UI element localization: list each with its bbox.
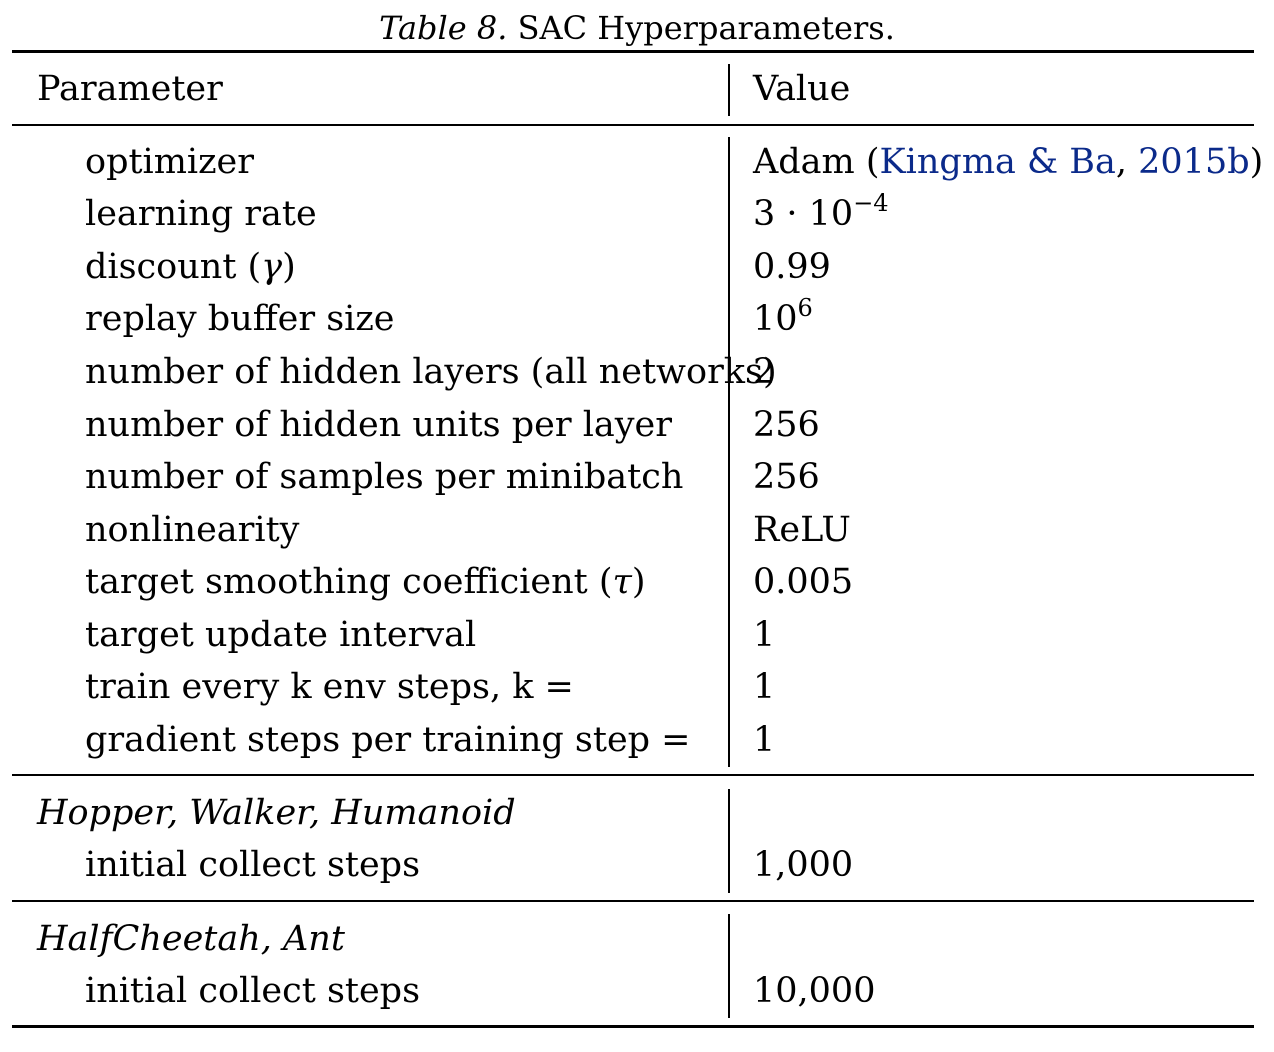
caption-text: SAC Hyperparameters. [517, 9, 895, 47]
param-train-every-k: train every k env steps, k = [85, 667, 574, 707]
table-caption: Table 8. SAC Hyperparameters. [0, 8, 1274, 48]
value-initial-collect-steps-group1: 1,000 [753, 845, 854, 885]
section-rule-2 [12, 900, 1254, 902]
group-title-halfcheetah-ant: HalfCheetah, Ant [37, 919, 345, 959]
group1-column-divider [728, 789, 730, 893]
value-hidden-layers: 2 [753, 352, 776, 392]
param-learning-rate: learning rate [85, 194, 317, 234]
param-hidden-units: number of hidden units per layer [85, 405, 673, 445]
param-samples-per-minibatch: number of samples per minibatch [85, 457, 684, 497]
param-replay-buffer-size: replay buffer size [85, 299, 395, 339]
learning-rate-base: 3 · 10 [753, 194, 854, 234]
value-discount: 0.99 [753, 247, 831, 287]
value-train-every-k: 1 [753, 667, 776, 707]
citation-separator: , [1115, 142, 1139, 182]
param-gradient-steps: gradient steps per training step = [85, 720, 691, 760]
value-replay-buffer-size: 106 [753, 293, 813, 345]
group-title-hopper-walker-humanoid: Hopper, Walker, Humanoid [37, 793, 516, 833]
param-nonlinearity: nonlinearity [85, 510, 300, 550]
header-rule [12, 124, 1254, 126]
section-rule-1 [12, 774, 1254, 776]
optimizer-close-paren: ) [1249, 142, 1264, 182]
top-rule [12, 50, 1254, 53]
smoothing-label: target smoothing coefficient ( [85, 562, 613, 602]
value-target-update-interval: 1 [753, 615, 776, 655]
smoothing-close-paren: ) [631, 562, 646, 602]
param-discount: discount (γ) [85, 241, 296, 293]
value-gradient-steps: 1 [753, 720, 776, 760]
gamma-symbol: γ [261, 247, 283, 287]
tau-symbol: τ [612, 562, 632, 602]
value-hidden-units: 256 [753, 405, 820, 445]
param-optimizer: optimizer [85, 142, 255, 182]
value-learning-rate: 3 · 10−4 [753, 188, 889, 240]
discount-close-paren: ) [282, 247, 296, 287]
learning-rate-exponent: −4 [853, 189, 889, 217]
param-hidden-layers: number of hidden layers (all networks) [85, 352, 777, 392]
value-target-smoothing: 0.005 [753, 562, 854, 602]
citation-link-author[interactable]: Kingma & Ba [879, 142, 1116, 182]
param-target-update-interval: target update interval [85, 615, 477, 655]
header-column-divider [728, 64, 730, 116]
bottom-rule [12, 1025, 1254, 1028]
param-initial-collect-steps-group1: initial collect steps [85, 845, 421, 885]
header-parameter: Parameter [37, 69, 223, 109]
value-samples-per-minibatch: 256 [753, 457, 820, 497]
buffer-size-exponent: 6 [797, 294, 813, 322]
header-value: Value [753, 69, 851, 109]
buffer-size-base: 10 [753, 299, 798, 339]
group2-column-divider [728, 914, 730, 1018]
value-optimizer: Adam (Kingma & Ba, 2015b) [753, 136, 1263, 188]
param-initial-collect-steps-group2: initial collect steps [85, 971, 421, 1011]
caption-label: Table 8. [379, 9, 508, 47]
param-target-smoothing: target smoothing coefficient (τ) [85, 556, 646, 608]
discount-label: discount ( [85, 247, 262, 287]
main-column-divider [728, 137, 730, 767]
value-nonlinearity: ReLU [753, 510, 851, 550]
value-initial-collect-steps-group2: 10,000 [753, 971, 876, 1011]
citation-link-year[interactable]: 2015b [1138, 142, 1250, 182]
optimizer-value-text: Adam ( [753, 142, 880, 182]
